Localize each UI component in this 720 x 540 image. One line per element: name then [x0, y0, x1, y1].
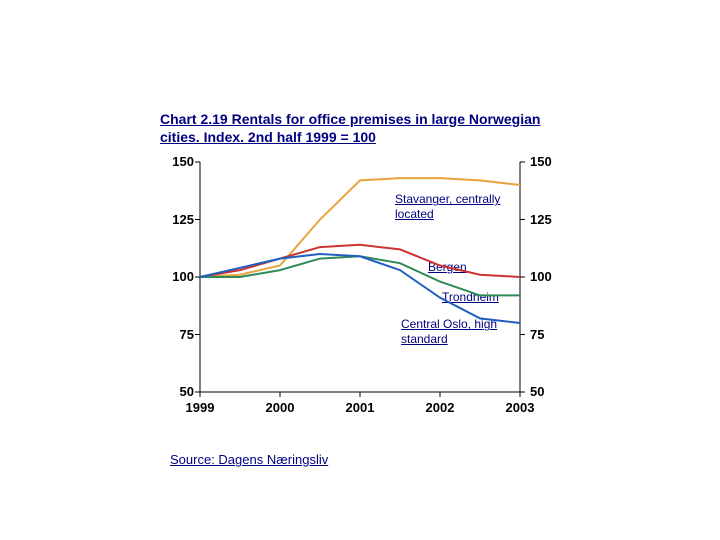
chart-svg	[170, 152, 560, 412]
plot-area: 5050757510010012512515015019992000200120…	[170, 152, 530, 412]
chart-container: Chart 2.19 Rentals for office premises i…	[160, 110, 560, 467]
chart-source: Source: Dagens Næringsliv	[170, 452, 560, 467]
series-line	[200, 178, 520, 277]
series-line	[200, 257, 520, 296]
series-line	[200, 254, 520, 323]
chart-title: Chart 2.19 Rentals for office premises i…	[160, 110, 560, 146]
